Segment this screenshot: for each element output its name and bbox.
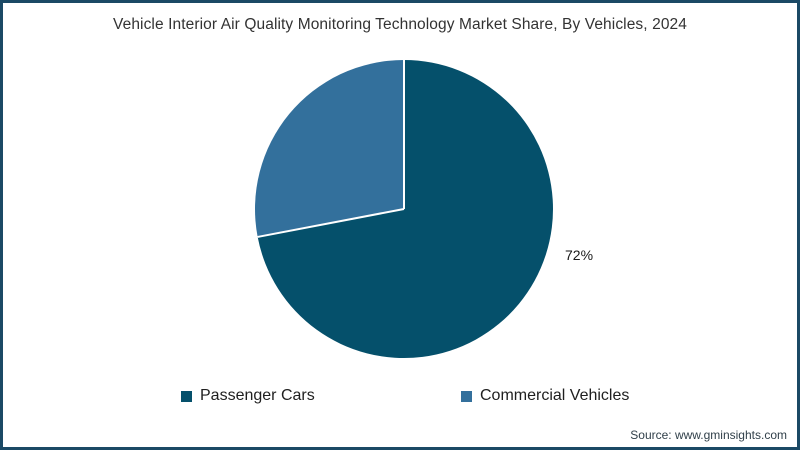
pie-slice-commercial-vehicles — [255, 60, 404, 237]
legend-label: Commercial Vehicles — [480, 387, 630, 404]
data-label-passenger-cars: 72% — [565, 247, 594, 263]
source-attribution: Source: www.gminsights.com — [630, 428, 787, 442]
legend-swatch — [181, 390, 192, 402]
chart-title: Vehicle Interior Air Quality Monitoring … — [113, 16, 687, 33]
pie-slice-passenger-cars — [257, 60, 553, 358]
pie-svg — [255, 60, 553, 358]
legend-swatch — [461, 390, 472, 402]
slice-divider — [257, 208, 405, 238]
legend-item-commercial-vehicles: Commercial Vehicles — [461, 386, 629, 406]
legend-item-passenger-cars: Passenger Cars — [181, 386, 315, 406]
legend-label: Passenger Cars — [200, 387, 315, 404]
